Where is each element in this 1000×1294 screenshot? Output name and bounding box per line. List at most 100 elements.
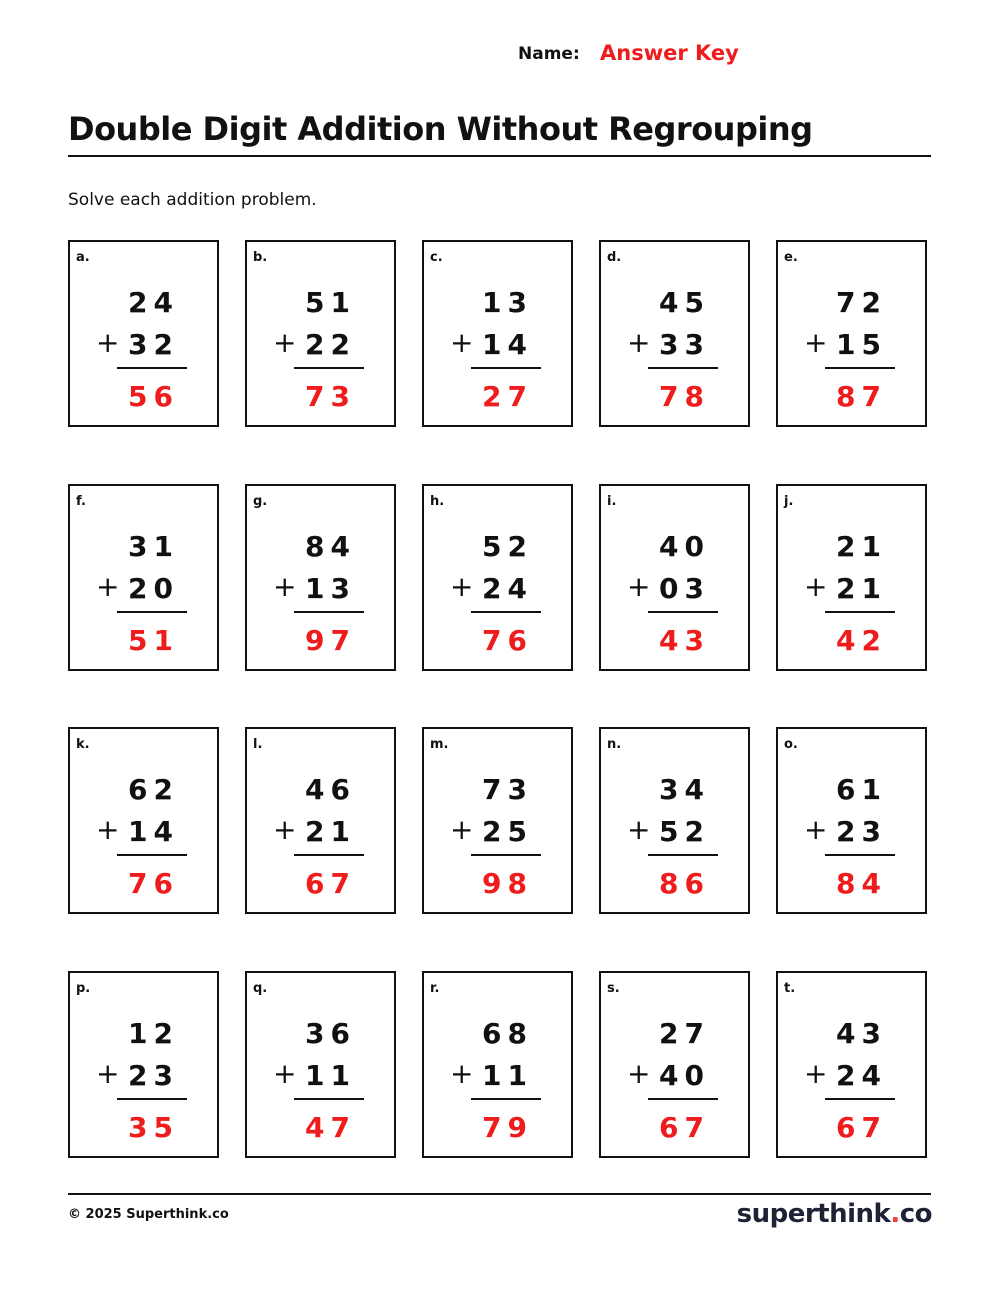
plus-sign: +: [273, 326, 297, 359]
answer: 87: [836, 380, 887, 413]
problem-box: m. 73 +25 98: [422, 727, 573, 914]
plus-sign: +: [273, 570, 297, 603]
answer: 76: [128, 867, 179, 900]
plus-sign: +: [96, 1057, 120, 1090]
bottom-addend: 13: [305, 572, 356, 605]
plus-sign: +: [450, 1057, 474, 1090]
problem-box: j. 21 +21 42: [776, 484, 927, 671]
problem-box: a. 24 +32 56: [68, 240, 219, 427]
answer: 73: [305, 380, 356, 413]
bottom-addend: 20: [128, 572, 179, 605]
problem-label: p.: [76, 981, 91, 996]
problem-label: g.: [253, 494, 268, 509]
plus-sign: +: [804, 1057, 828, 1090]
answer: 86: [659, 867, 710, 900]
plus-sign: +: [804, 570, 828, 603]
plus-sign: +: [627, 813, 651, 846]
plus-sign: +: [804, 813, 828, 846]
problem-label: o.: [784, 737, 798, 752]
problem-box: i. 40 +03 43: [599, 484, 750, 671]
sum-line: [117, 611, 187, 613]
problem-label: c.: [430, 250, 443, 265]
plus-sign: +: [273, 1057, 297, 1090]
logo-main: superthink: [736, 1199, 891, 1229]
top-addend: 12: [128, 1017, 179, 1050]
sum-line: [825, 367, 895, 369]
sum-line: [825, 854, 895, 856]
name-value: Answer Key: [600, 41, 739, 65]
plus-sign: +: [627, 326, 651, 359]
superthink-logo: superthink.co: [736, 1199, 933, 1229]
sum-line: [471, 367, 541, 369]
bottom-addend: 52: [659, 815, 710, 848]
problem-box: e. 72 +15 87: [776, 240, 927, 427]
bottom-addend: 21: [836, 572, 887, 605]
sum-line: [117, 854, 187, 856]
sum-line: [471, 1098, 541, 1100]
problem-box: q. 36 +11 47: [245, 971, 396, 1158]
plus-sign: +: [96, 570, 120, 603]
sum-line: [648, 854, 718, 856]
top-addend: 13: [482, 286, 533, 319]
problem-box: f. 31 +20 51: [68, 484, 219, 671]
sum-line: [294, 854, 364, 856]
answer: 27: [482, 380, 533, 413]
plus-sign: +: [627, 1057, 651, 1090]
bottom-addend: 23: [836, 815, 887, 848]
plus-sign: +: [450, 326, 474, 359]
problem-box: g. 84 +13 97: [245, 484, 396, 671]
plus-sign: +: [804, 326, 828, 359]
plus-sign: +: [627, 570, 651, 603]
problem-label: i.: [607, 494, 617, 509]
problem-box: r. 68 +11 79: [422, 971, 573, 1158]
top-addend: 36: [305, 1017, 356, 1050]
top-addend: 62: [128, 773, 179, 806]
problem-box: d. 45 +33 78: [599, 240, 750, 427]
bottom-addend: 23: [128, 1059, 179, 1092]
answer: 47: [305, 1111, 356, 1144]
problem-label: d.: [607, 250, 622, 265]
answer: 78: [659, 380, 710, 413]
bottom-addend: 22: [305, 328, 356, 361]
bottom-addend: 24: [836, 1059, 887, 1092]
footer-divider: [68, 1193, 931, 1195]
answer: 67: [659, 1111, 710, 1144]
top-addend: 73: [482, 773, 533, 806]
answer: 67: [305, 867, 356, 900]
plus-sign: +: [450, 813, 474, 846]
answer: 98: [482, 867, 533, 900]
problem-box: s. 27 +40 67: [599, 971, 750, 1158]
answer: 42: [836, 624, 887, 657]
problem-box: p. 12 +23 35: [68, 971, 219, 1158]
answer: 43: [659, 624, 710, 657]
problem-label: t.: [784, 981, 796, 996]
problem-label: j.: [784, 494, 794, 509]
problem-box: b. 51 +22 73: [245, 240, 396, 427]
bottom-addend: 25: [482, 815, 533, 848]
plus-sign: +: [450, 570, 474, 603]
answer: 97: [305, 624, 356, 657]
top-addend: 31: [128, 530, 179, 563]
sum-line: [294, 611, 364, 613]
top-addend: 40: [659, 530, 710, 563]
plus-sign: +: [273, 813, 297, 846]
problem-label: e.: [784, 250, 798, 265]
problem-label: s.: [607, 981, 620, 996]
problem-label: r.: [430, 981, 440, 996]
sum-line: [648, 367, 718, 369]
top-addend: 72: [836, 286, 887, 319]
sum-line: [117, 1098, 187, 1100]
problem-label: f.: [76, 494, 86, 509]
logo-dot: .: [890, 1199, 900, 1229]
problem-box: l. 46 +21 67: [245, 727, 396, 914]
top-addend: 51: [305, 286, 356, 319]
problem-label: q.: [253, 981, 268, 996]
answer: 51: [128, 624, 179, 657]
plus-sign: +: [96, 326, 120, 359]
problem-label: b.: [253, 250, 268, 265]
title-divider: [68, 155, 931, 157]
top-addend: 45: [659, 286, 710, 319]
top-addend: 61: [836, 773, 887, 806]
sum-line: [825, 611, 895, 613]
problem-label: l.: [253, 737, 263, 752]
